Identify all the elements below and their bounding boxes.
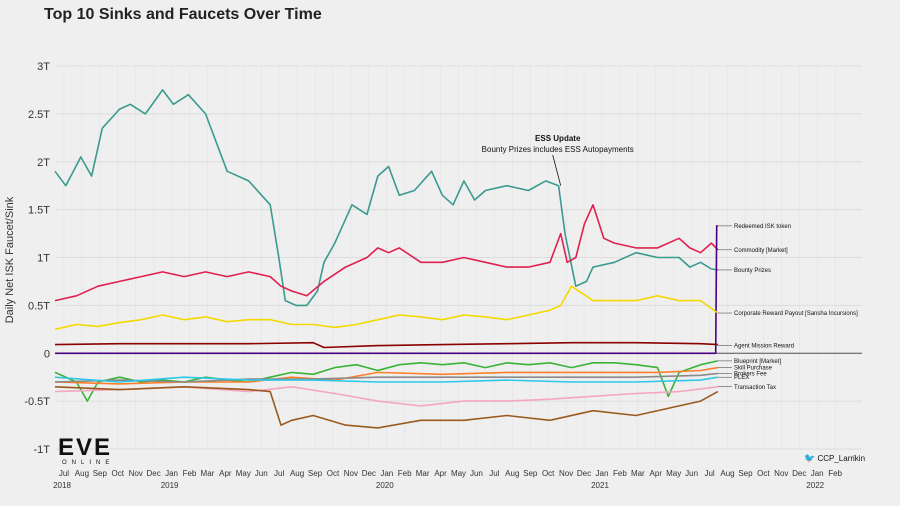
x-year-label: 2021 [591, 481, 609, 490]
series-line-transaction-tax [54, 385, 718, 407]
x-tick-label: May [451, 469, 466, 478]
author-credit[interactable]: 🐦 CCP_Larrikin [804, 453, 865, 464]
series-line-redeemed-isk-token [55, 225, 718, 355]
x-tick-label: May [236, 469, 251, 478]
y-tick-label: 2.5T [28, 109, 50, 121]
x-tick-label: Nov [129, 469, 143, 478]
x-tick-label: Jul [489, 469, 499, 478]
series-label: Transaction Tax [734, 385, 776, 391]
annotation-title: ESS Update [535, 134, 581, 143]
series-label: Commodity [Market] [734, 248, 788, 254]
x-tick-label: Sep [738, 469, 753, 478]
x-tick-label: Feb [828, 469, 842, 478]
series-label: Agent Mission Reward [734, 344, 794, 350]
x-tick-label: Aug [75, 469, 89, 478]
x-tick-label: Dec [362, 469, 376, 478]
x-tick-label: Mar [416, 469, 430, 478]
series-label: Skill Purchase [734, 366, 773, 372]
y-tick-label: 1T [37, 253, 50, 265]
x-tick-label: Aug [290, 469, 304, 478]
y-tick-label: 3T [37, 61, 50, 73]
annotation-arrow [552, 154, 562, 186]
chart-title: Top 10 Sinks and Faucets Over Time [44, 6, 322, 23]
y-tick-label: 0 [44, 348, 50, 360]
x-year-label: 2022 [806, 481, 824, 490]
x-tick-label: Feb [398, 469, 412, 478]
series-line-commodity-market- [54, 204, 719, 302]
x-tick-label: Oct [112, 469, 125, 478]
series-labels: Bounty Prizes Commodity [Market] Redeemed … [717, 224, 858, 391]
credit-handle: CCP_Larrikin [817, 454, 866, 463]
y-tick-label: -1T [34, 444, 51, 456]
x-tick-label: Mar [631, 469, 645, 478]
x-tick-label: Sep [308, 469, 323, 478]
x-tick-label: Nov [774, 469, 788, 478]
y-tick-label: 2T [37, 157, 50, 169]
x-tick-label: Nov [344, 469, 358, 478]
x-tick-label: Feb [183, 469, 197, 478]
x-tick-label: Jan [596, 469, 609, 478]
x-tick-label: Aug [720, 469, 734, 478]
y-axis-label: Daily Net ISK Faucet/Sink [4, 196, 16, 323]
annotation: ESS Update Bounty Prizes includes ESS Aut… [482, 134, 634, 186]
x-year-label: 2019 [161, 481, 179, 490]
gridlines [55, 65, 862, 450]
series-line-plex [54, 376, 718, 383]
x-tick-label: Oct [542, 469, 555, 478]
x-year-label: 2020 [376, 481, 394, 490]
x-tick-label: Apr [219, 469, 232, 478]
x-tick-label: Jan [811, 469, 824, 478]
series-line-agent-mission-reward [54, 341, 718, 349]
x-tick-label: Mar [201, 469, 215, 478]
series-line-brokers-fee [54, 372, 718, 383]
x-tick-label: Dec [792, 469, 806, 478]
x-tick-label: Jul [704, 469, 714, 478]
x-tick-label: Sep [523, 469, 538, 478]
logo-subtext: ONLINE [62, 460, 115, 466]
x-year-label: 2018 [53, 481, 71, 490]
x-tick-label: Apr [650, 469, 663, 478]
series-label: Blueprint [Market] [734, 359, 781, 365]
series-label: PLEX [734, 375, 749, 381]
series-label: Brokers Fee [734, 371, 767, 377]
x-tick-label: Apr [434, 469, 447, 478]
y-axis-ticks: 3T 2.5T 2T 1.5T 1T 0.5T 0 -0.5T -1T [24, 61, 50, 456]
series-label: Redeemed ISK token [734, 224, 791, 230]
x-tick-label: Jun [685, 469, 698, 478]
x-tick-label: Jul [59, 469, 69, 478]
series-label: Corporate Reward Payout [Sansha Incursio… [734, 311, 858, 317]
series-line-industry-sink [54, 385, 719, 429]
x-tick-label: Jan [165, 469, 178, 478]
series-line-corporate-reward-payout-sansha-incursions- [54, 285, 719, 331]
series-label: Bounty Prizes [734, 268, 771, 274]
x-tick-label: Jun [255, 469, 268, 478]
x-tick-label: May [666, 469, 681, 478]
x-axis-ticks: Jul Aug Sep Oct Nov Dec Jan Feb Mar Apr May Jun Jul A… [53, 469, 842, 490]
x-tick-label: Dec [147, 469, 161, 478]
x-tick-label: Jan [380, 469, 393, 478]
x-tick-label: Feb [613, 469, 627, 478]
x-tick-label: Sep [93, 469, 108, 478]
x-tick-label: Nov [559, 469, 573, 478]
x-tick-label: Dec [577, 469, 591, 478]
x-tick-label: Aug [505, 469, 519, 478]
y-tick-label: 1.5T [28, 205, 50, 217]
logo-text: EVE [58, 434, 113, 461]
twitter-bird-icon: 🐦 [804, 453, 816, 463]
series-line-bounty-prizes [54, 89, 718, 307]
series-lines [54, 89, 719, 429]
x-tick-label: Jul [274, 469, 284, 478]
y-tick-label: -0.5T [24, 396, 50, 408]
x-tick-label: Oct [327, 469, 340, 478]
eve-online-logo: EVE ONLINE [58, 434, 115, 467]
x-tick-label: Oct [757, 469, 770, 478]
annotation-text: Bounty Prizes includes ESS Autopayments [482, 145, 634, 154]
y-tick-label: 0.5T [28, 300, 50, 312]
x-tick-label: Jun [470, 469, 483, 478]
